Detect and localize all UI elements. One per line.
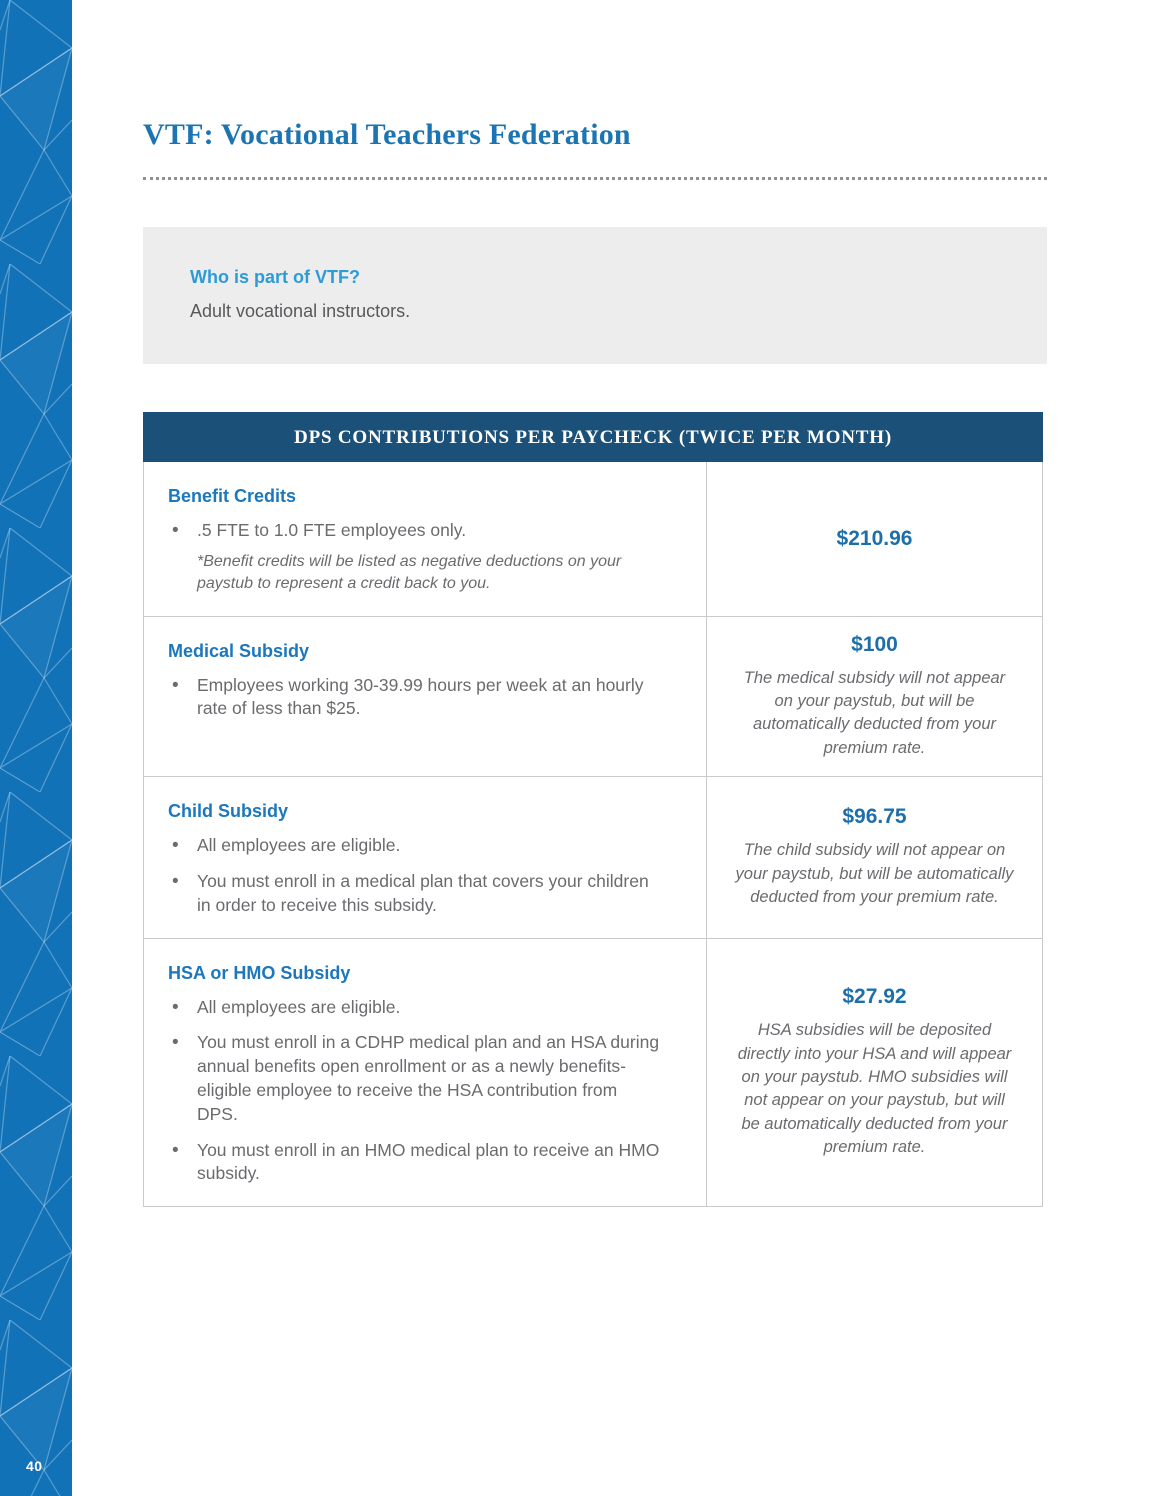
- triangle-mesh-pattern-icon: [0, 0, 72, 1496]
- amount-value: $96.75: [842, 805, 907, 829]
- bullet-item: Employees working 30-39.99 hours per wee…: [168, 673, 662, 722]
- row-heading: HSA or HMO Subsidy: [168, 962, 351, 983]
- row-heading: Medical Subsidy: [168, 640, 310, 661]
- table-row: Benefit Credits .5 FTE to 1.0 FTE employ…: [144, 462, 1042, 616]
- benefit-credits-amount-cell: $210.96: [706, 462, 1042, 616]
- amount-value: $100: [851, 632, 898, 656]
- bullet-list: .5 FTE to 1.0 FTE employees only.: [168, 518, 662, 544]
- sidebar-decoration: 40: [0, 0, 72, 1496]
- page-title: VTF: Vocational Teachers Federation: [143, 118, 631, 151]
- medical-subsidy-amount-cell: $100 The medical subsidy will not appear…: [706, 616, 1042, 777]
- medical-subsidy-cell: Medical Subsidy Employees working 30-39.…: [144, 617, 706, 777]
- child-subsidy-cell: Child Subsidy All employees are eligible…: [144, 777, 706, 937]
- hsa-hmo-subsidy-cell: HSA or HMO Subsidy All employees are eli…: [144, 939, 706, 1207]
- bullet-list: Employees working 30-39.99 hours per wee…: [168, 673, 662, 722]
- bullet-list: All employees are eligible. You must enr…: [168, 995, 662, 1187]
- bullet-item: .5 FTE to 1.0 FTE employees only.: [168, 518, 662, 544]
- hsa-hmo-amount-cell: $27.92 HSA subsidies will be deposited d…: [706, 938, 1042, 1207]
- bullet-list: All employees are eligible. You must enr…: [168, 833, 662, 918]
- benefit-credits-footnote: *Benefit credits will be listed as negat…: [197, 552, 622, 593]
- contributions-table: DPS CONTRIBUTIONS PER PAYCHECK (TWICE PE…: [143, 412, 1043, 1208]
- row-heading: Child Subsidy: [168, 801, 289, 822]
- benefit-credits-cell: Benefit Credits .5 FTE to 1.0 FTE employ…: [144, 462, 706, 616]
- who-box: Who is part of VTF? Adult vocational ins…: [143, 227, 1047, 364]
- table-row: Child Subsidy All employees are eligible…: [144, 776, 1042, 938]
- bullet-item: You must enroll in a CDHP medical plan a…: [168, 1030, 662, 1126]
- amount-note: The child subsidy will not appear on you…: [735, 841, 1014, 907]
- child-subsidy-amount-cell: $96.75 The child subsidy will not appear…: [706, 777, 1042, 938]
- table-body: Benefit Credits .5 FTE to 1.0 FTE employ…: [143, 462, 1043, 1208]
- bullet-item: All employees are eligible.: [168, 833, 662, 859]
- amount-note: The medical subsidy will not appear on y…: [743, 668, 1006, 757]
- table-row: Medical Subsidy Employees working 30-39.…: [144, 615, 1042, 777]
- dotted-divider: [143, 177, 1047, 180]
- page-number: 40: [26, 1458, 43, 1474]
- bullet-item: You must enroll in an HMO medical plan t…: [168, 1138, 662, 1187]
- amount-value: $210.96: [836, 526, 913, 550]
- table-header: DPS CONTRIBUTIONS PER PAYCHECK (TWICE PE…: [143, 412, 1043, 462]
- row-heading: Benefit Credits: [168, 486, 297, 506]
- table-row: HSA or HMO Subsidy All employees are eli…: [144, 937, 1042, 1207]
- page-content: VTF: Vocational Teachers Federation Who …: [143, 0, 1047, 1208]
- amount-note: HSA subsidies will be deposited directly…: [737, 1021, 1012, 1157]
- who-box-heading: Who is part of VTF?: [190, 267, 360, 287]
- bullet-item: You must enroll in a medical plan that c…: [168, 869, 662, 918]
- amount-value: $27.92: [842, 985, 907, 1009]
- who-box-body: Adult vocational instructors.: [190, 301, 411, 321]
- bullet-item: All employees are eligible.: [168, 995, 662, 1021]
